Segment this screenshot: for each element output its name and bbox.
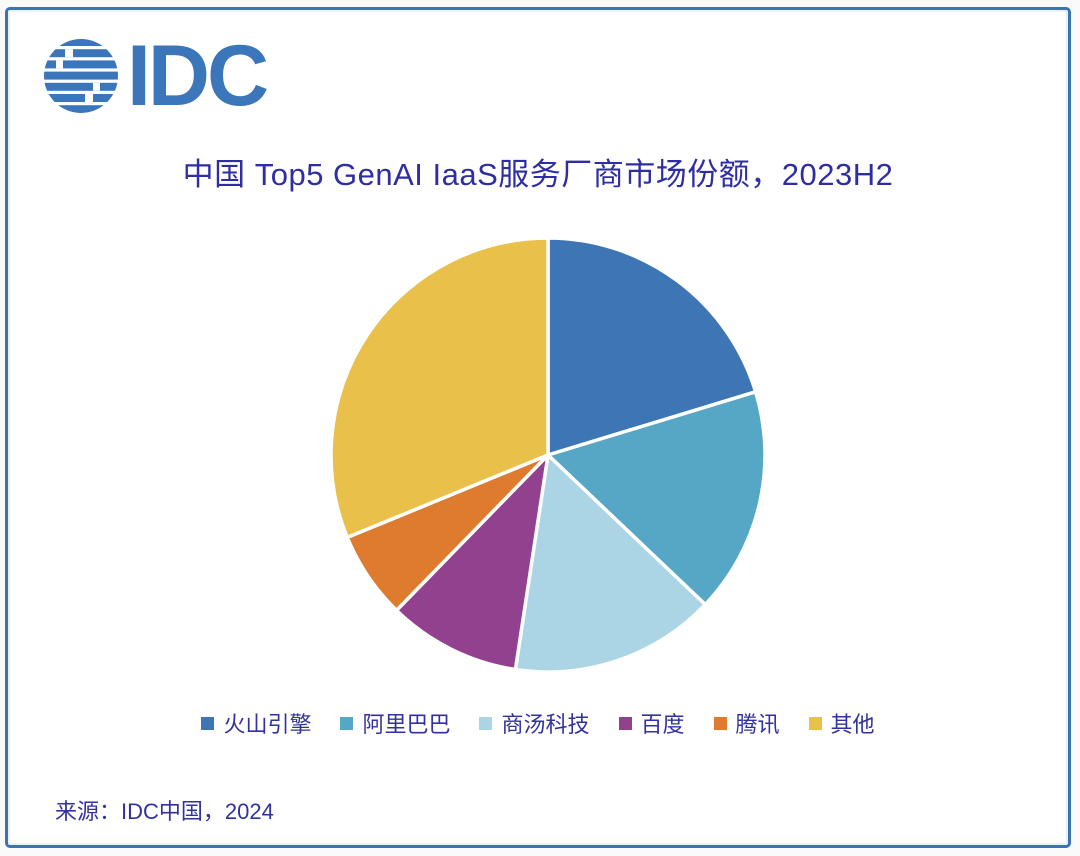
legend-marker-volcano-engine: [201, 716, 215, 730]
legend-item-tencent: 腾讯: [713, 707, 780, 739]
pie-slice-volcano-engine: [546, 236, 758, 457]
legend-label: 百度: [640, 712, 685, 737]
idc-logo: IDC: [41, 28, 269, 124]
legend-label: 商汤科技: [501, 712, 590, 737]
idc-globe-icon: [44, 39, 118, 113]
legend-marker-alibaba: [340, 716, 354, 730]
pie-slice-baidu: [394, 453, 550, 672]
legend-label: 阿里巴巴: [362, 712, 451, 737]
legend-item-others: 其他: [808, 707, 875, 739]
legend: 火山引擎 阿里巴巴 商汤科技 百度 腾讯 其他: [8, 707, 1068, 739]
legend-marker-sensetime: [479, 716, 493, 730]
legend-marker-tencent: [713, 716, 727, 730]
legend-marker-others: [808, 716, 822, 730]
legend-label: 其他: [830, 712, 875, 737]
legend-label: 火山引擎: [223, 712, 312, 737]
chart-card: IDC 中国 Top5 GenAI IaaS服务厂商市场份额，2023H2 火山…: [5, 7, 1071, 848]
source-note: 来源：IDC中国，2024: [55, 799, 274, 824]
legend-label: 腾讯: [735, 712, 780, 737]
legend-item-baidu: 百度: [618, 707, 685, 739]
legend-item-sensetime: 商汤科技: [479, 707, 590, 739]
legend-item-alibaba: 阿里巴巴: [340, 707, 450, 739]
legend-marker-baidu: [618, 716, 632, 730]
idc-logo-text: IDC: [127, 28, 269, 124]
pie-slice-sensetime: [513, 453, 707, 674]
pie-slice-alibaba: [546, 390, 767, 607]
pie-chart: [329, 236, 767, 674]
chart-title: 中国 Top5 GenAI IaaS服务厂商市场份额，2023H2: [182, 157, 894, 192]
legend-item-volcano-engine: 火山引擎: [201, 707, 311, 739]
pie-slice-others: [329, 236, 550, 540]
